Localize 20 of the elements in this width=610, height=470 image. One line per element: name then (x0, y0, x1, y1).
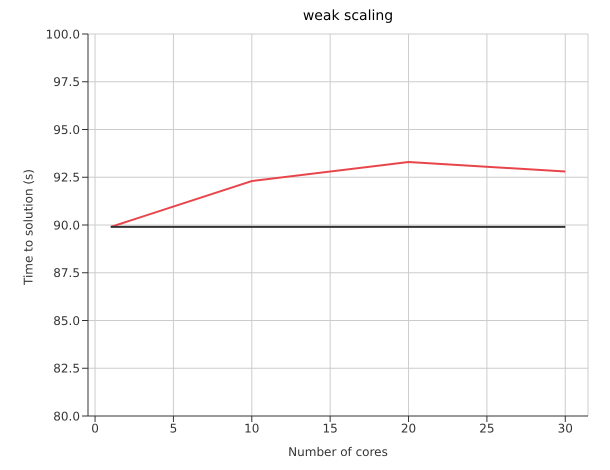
line-series (110, 160, 566, 228)
y-tick-label: 85.0 (53, 314, 80, 328)
x-axis-title: Number of cores (288, 445, 388, 459)
x-tick-label: 25 (479, 422, 495, 436)
y-tick-label: 97.5 (53, 75, 80, 90)
chart-title: weak scaling (302, 8, 394, 26)
x-tick-label: 0 (91, 422, 99, 436)
y-tick-label: 92.5 (53, 170, 80, 185)
y-tick-label: 90.0 (53, 218, 80, 232)
x-tick-label: 10 (244, 422, 260, 436)
y-axis-title: Time to solution (s) (21, 169, 36, 286)
y-tick-label: 95.0 (53, 122, 80, 137)
x-tick-label: 5 (170, 422, 178, 436)
y-tick-label: 82.5 (53, 362, 80, 376)
y-tick-label: 87.5 (53, 266, 80, 280)
x-tick-label: 30 (558, 422, 573, 436)
y-tick-label: 80.0 (53, 409, 80, 424)
x-tick-label: 20 (400, 422, 416, 436)
y-tick-label: 100.0 (46, 27, 80, 42)
x-tick-label: 15 (322, 422, 338, 436)
